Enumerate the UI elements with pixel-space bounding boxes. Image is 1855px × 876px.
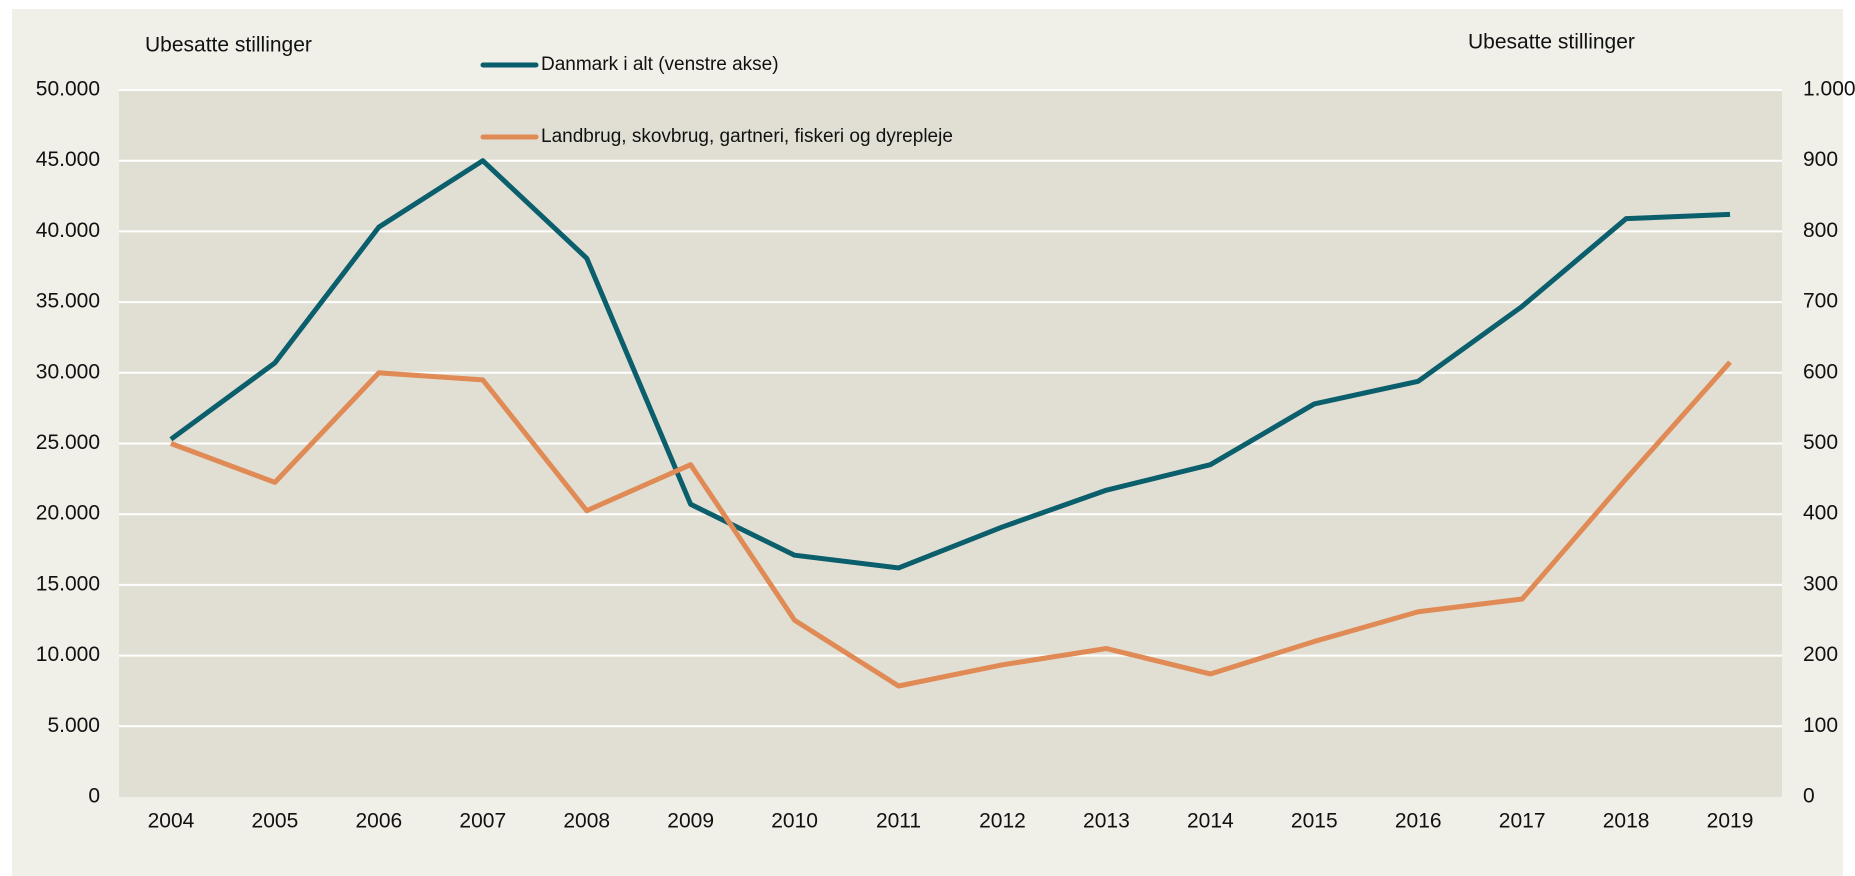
y2-tick-label: 700 [1803, 290, 1838, 313]
x-tick-label: 2017 [1499, 810, 1546, 833]
x-tick-label: 2019 [1707, 810, 1754, 833]
series-line [169, 158, 1731, 571]
legend-label: Danmark i alt (venstre akse) [541, 54, 779, 75]
y2-axis-title: Ubesatte stillinger [1468, 31, 1635, 54]
y-tick-label: 15.000 [36, 572, 100, 595]
y-tick-label: 35.000 [36, 290, 100, 313]
x-tick-label: 2008 [563, 810, 610, 833]
x-tick-label: 2014 [1187, 810, 1234, 833]
y-axis-title: Ubesatte stillinger [145, 34, 312, 57]
x-tick-label: 2016 [1395, 810, 1442, 833]
x-tick-label: 2005 [252, 810, 299, 833]
y-tick-label: 30.000 [36, 360, 100, 383]
y2-tick-label: 1.000 [1803, 78, 1855, 101]
x-tick-label: 2012 [979, 810, 1026, 833]
x-tick-label: 2004 [148, 810, 195, 833]
x-tick-label: 2015 [1291, 810, 1338, 833]
y-tick-label: 10.000 [36, 643, 100, 666]
x-tick-label: 2018 [1603, 810, 1650, 833]
y-tick-label: 45.000 [36, 148, 100, 171]
series-line [170, 360, 1732, 689]
y-tick-label: 25.000 [36, 431, 100, 454]
y2-tick-label: 400 [1803, 502, 1838, 525]
y-tick-label: 5.000 [47, 714, 100, 737]
x-tick-label: 2010 [771, 810, 818, 833]
x-tick-label: 2007 [459, 810, 506, 833]
y-tick-label: 0 [88, 785, 100, 808]
y-tick-label: 50.000 [36, 78, 100, 101]
x-tick-label: 2006 [355, 810, 402, 833]
legend-label: Landbrug, skovbrug, gartneri, fiskeri og… [541, 126, 953, 147]
x-tick-label: 2009 [667, 810, 714, 833]
x-tick-label: 2011 [876, 810, 921, 833]
y2-tick-label: 900 [1803, 148, 1838, 171]
y2-tick-label: 200 [1803, 643, 1838, 666]
y2-tick-label: 800 [1803, 219, 1838, 242]
y2-tick-label: 600 [1803, 360, 1838, 383]
y-tick-label: 20.000 [36, 502, 100, 525]
x-tick-label: 2013 [1083, 810, 1130, 833]
y2-tick-label: 500 [1803, 431, 1838, 454]
y-tick-label: 40.000 [36, 219, 100, 242]
y2-tick-label: 300 [1803, 572, 1838, 595]
y2-tick-label: 100 [1803, 714, 1838, 737]
y2-tick-label: 0 [1803, 785, 1815, 808]
